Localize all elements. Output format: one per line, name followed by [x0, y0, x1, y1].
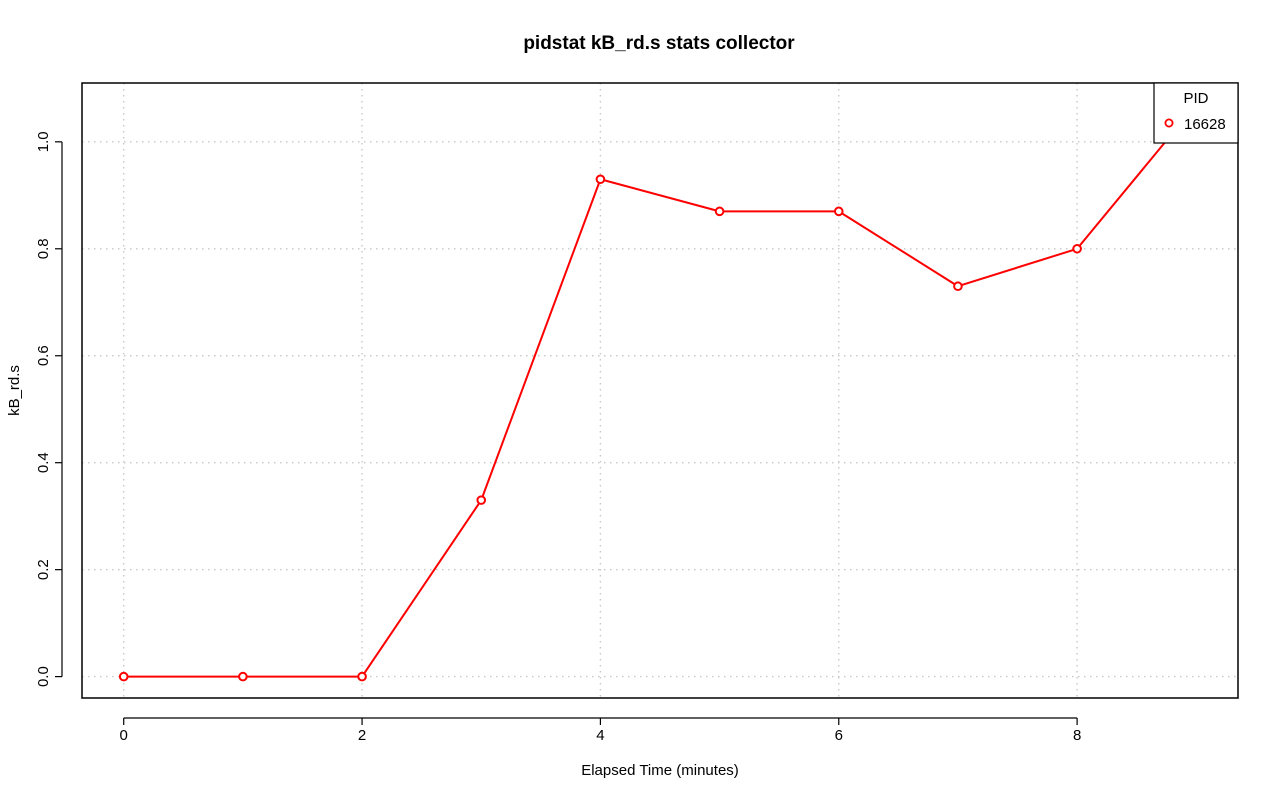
x-tick-label: 4 — [596, 727, 604, 744]
data-point — [714, 206, 725, 217]
data-point — [953, 281, 963, 292]
data-point — [357, 671, 367, 682]
legend-box — [1153, 82, 1239, 144]
y-tick-label: 0.0 — [35, 666, 52, 687]
legend-entry-label: 16628 — [1184, 116, 1226, 133]
series-layer — [118, 99, 1202, 682]
data-point — [833, 206, 844, 217]
x-axis-label: Elapsed Time (minutes) — [581, 762, 739, 779]
data-point — [118, 671, 129, 682]
y-axis-label: kB_rd.s — [6, 365, 23, 416]
y-tick-label: 0.4 — [35, 452, 52, 473]
x-tick-label: 6 — [835, 727, 843, 744]
y-tick-label: 0.2 — [35, 559, 52, 580]
series-line — [123, 103, 1198, 678]
grid-lines — [82, 83, 1238, 698]
legend-title: PID — [1183, 90, 1208, 107]
plot-frame — [81, 82, 1239, 699]
y-axis: 0.0 0.2 0.4 0.6 0.8 1.0 — [35, 131, 63, 687]
y-tick-label: 1.0 — [35, 131, 52, 152]
x-tick-label: 2 — [358, 727, 366, 744]
y-tick-label: 0.6 — [35, 345, 52, 366]
x-axis: 0 2 4 6 8 — [120, 717, 1081, 744]
data-point — [1072, 243, 1082, 254]
x-tick-label: 8 — [1073, 727, 1081, 744]
legend-marker — [1164, 118, 1174, 128]
data-point — [476, 495, 487, 505]
chart-title: pidstat kB_rd.s stats collector — [523, 33, 795, 54]
y-tick-label: 0.8 — [35, 238, 52, 259]
legend: PID 16628 — [1153, 82, 1239, 144]
data-point — [238, 671, 248, 682]
data-point — [595, 174, 606, 185]
x-tick-label: 0 — [120, 727, 128, 744]
